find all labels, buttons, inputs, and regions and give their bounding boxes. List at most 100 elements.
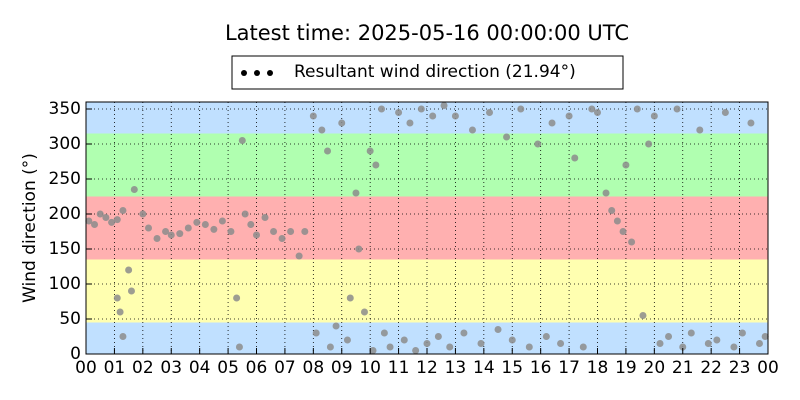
point xyxy=(761,333,769,340)
x-tick-label: 14 xyxy=(473,358,495,378)
point xyxy=(332,322,340,330)
point xyxy=(613,217,621,225)
x-tick-label: 00 xyxy=(757,358,779,378)
point xyxy=(91,221,99,228)
point xyxy=(477,340,485,347)
point xyxy=(338,119,346,127)
x-tick-label: 09 xyxy=(331,358,353,378)
point xyxy=(579,343,587,351)
point xyxy=(486,109,494,116)
point xyxy=(312,329,320,337)
y-tick-label: 200 xyxy=(49,204,81,224)
point xyxy=(517,105,525,113)
x-tick-label: 15 xyxy=(501,358,523,378)
point xyxy=(494,326,502,333)
point xyxy=(696,126,704,134)
point xyxy=(665,333,673,340)
point xyxy=(713,336,721,344)
point xyxy=(446,343,454,351)
y-tick-label: 50 xyxy=(59,309,81,329)
point xyxy=(318,126,326,134)
y-tick-label: 300 xyxy=(49,134,81,154)
point xyxy=(440,102,448,109)
legend-marker xyxy=(267,70,273,76)
point xyxy=(451,112,459,120)
legend: Resultant wind direction (21.94°) xyxy=(231,55,624,90)
point xyxy=(687,329,695,337)
x-tick-label: 20 xyxy=(644,358,666,378)
point xyxy=(525,343,533,351)
point xyxy=(400,336,408,344)
point xyxy=(167,231,175,239)
point xyxy=(378,105,386,113)
point xyxy=(343,336,351,344)
point xyxy=(233,294,241,302)
x-tick-label: 17 xyxy=(558,358,580,378)
point xyxy=(417,105,425,113)
y-tick-label: 0 xyxy=(70,344,81,364)
point xyxy=(125,266,133,274)
point xyxy=(622,161,630,169)
point xyxy=(346,294,354,302)
point xyxy=(253,231,260,239)
point xyxy=(270,228,278,235)
point xyxy=(557,340,565,347)
point xyxy=(352,189,360,197)
point xyxy=(108,218,116,226)
point xyxy=(534,140,542,148)
point xyxy=(326,343,334,351)
legend-marker xyxy=(254,70,260,76)
y-tick-label: 100 xyxy=(49,274,81,294)
point xyxy=(372,161,380,169)
point xyxy=(679,343,687,351)
point xyxy=(218,217,226,225)
x-tick-label: 13 xyxy=(445,358,467,378)
point xyxy=(673,105,681,113)
point xyxy=(508,336,516,344)
point xyxy=(704,340,712,347)
point xyxy=(434,333,442,340)
point xyxy=(153,235,161,242)
point xyxy=(633,105,641,113)
point xyxy=(127,287,135,295)
point xyxy=(503,133,511,141)
point xyxy=(238,137,246,144)
point xyxy=(309,112,317,120)
point xyxy=(201,221,209,228)
point xyxy=(235,343,243,351)
point xyxy=(287,228,295,235)
point xyxy=(130,186,138,193)
point xyxy=(730,343,738,351)
x-tick-label: 05 xyxy=(217,358,239,378)
point xyxy=(468,126,476,134)
x-tick-label: 02 xyxy=(132,358,154,378)
point xyxy=(139,210,147,218)
x-tick-label: 08 xyxy=(303,358,325,378)
point xyxy=(116,308,124,316)
point xyxy=(278,235,286,242)
x-tick-label: 07 xyxy=(274,358,296,378)
axes: 0 50 100 150 200 250 300 350 00 01 02 03 04 05 06 07 08 0… xyxy=(49,99,779,378)
point xyxy=(193,218,201,226)
point xyxy=(295,252,303,260)
x-tick-label: 23 xyxy=(729,358,751,378)
x-tick-label: 22 xyxy=(700,358,722,378)
legend-box xyxy=(231,55,624,90)
points xyxy=(85,102,769,354)
point xyxy=(412,347,420,354)
y-tick-label: 150 xyxy=(49,239,81,259)
point xyxy=(639,312,647,319)
x-tick-label: 03 xyxy=(160,358,182,378)
point xyxy=(650,112,658,120)
point xyxy=(565,112,573,120)
x-tick-label: 06 xyxy=(246,358,268,378)
point xyxy=(324,147,332,155)
point xyxy=(119,207,127,214)
point xyxy=(102,214,110,221)
chart-title: Latest time: 2025-05-16 00:00:00 UTC xyxy=(225,21,629,45)
point xyxy=(602,189,610,197)
y-tick-label: 250 xyxy=(49,169,81,189)
point xyxy=(184,224,192,232)
x-tick-label: 18 xyxy=(587,358,609,378)
